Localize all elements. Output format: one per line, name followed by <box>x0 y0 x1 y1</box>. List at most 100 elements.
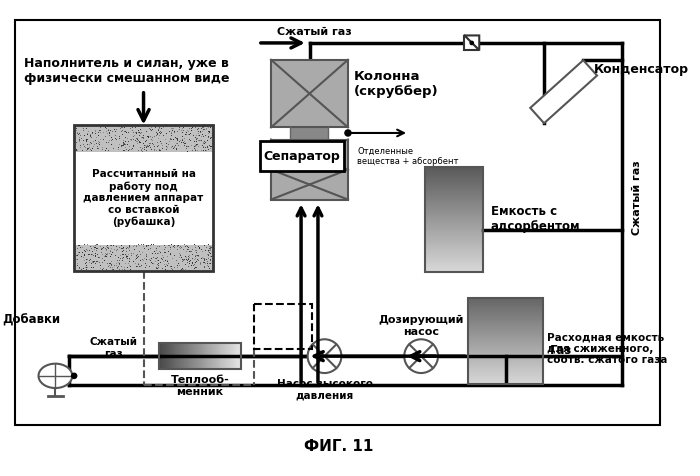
Bar <box>425 234 483 235</box>
Bar <box>468 298 543 384</box>
Bar <box>188 343 190 369</box>
Bar <box>228 343 229 369</box>
Bar <box>468 364 543 365</box>
Bar <box>468 303 543 304</box>
Bar <box>425 218 483 219</box>
Bar <box>468 365 543 366</box>
Circle shape <box>470 40 474 45</box>
Bar <box>199 343 200 369</box>
Bar <box>425 207 483 208</box>
Bar <box>231 343 232 369</box>
Bar <box>468 382 543 384</box>
Bar <box>425 260 483 261</box>
Bar <box>468 300 543 301</box>
Bar <box>468 326 543 327</box>
Bar <box>425 191 483 192</box>
Bar <box>468 336 543 337</box>
Text: Дозирующий
насос: Дозирующий насос <box>379 315 464 337</box>
Bar <box>468 311 543 312</box>
Bar <box>468 309 543 310</box>
Polygon shape <box>464 35 480 50</box>
Bar <box>468 305 543 306</box>
Bar <box>468 319 543 321</box>
Bar <box>425 186 483 187</box>
Bar <box>425 253 483 254</box>
Bar <box>425 244 483 245</box>
Bar <box>468 330 543 331</box>
Bar <box>425 233 483 234</box>
Bar <box>165 343 166 369</box>
Bar <box>425 237 483 238</box>
Bar <box>168 343 169 369</box>
Bar <box>425 258 483 259</box>
Bar <box>206 343 207 369</box>
Text: Насос высокого
давления: Насос высокого давления <box>276 379 372 401</box>
Bar <box>234 343 235 369</box>
Bar <box>468 367 543 368</box>
Bar <box>468 314 543 315</box>
Bar <box>425 225 483 226</box>
Bar <box>425 176 483 177</box>
Bar <box>468 356 543 357</box>
Bar <box>468 348 543 349</box>
Bar <box>211 343 212 369</box>
Bar <box>425 173 483 174</box>
Text: Теплооб-
менник: Теплооб- менник <box>170 376 229 397</box>
Bar <box>194 343 195 369</box>
Bar <box>468 366 543 367</box>
Bar <box>425 265 483 266</box>
Bar <box>235 343 237 369</box>
Bar <box>181 343 182 369</box>
Bar <box>162 343 163 369</box>
Bar <box>468 347 543 348</box>
Bar <box>468 313 543 314</box>
Bar <box>468 345 543 346</box>
Bar <box>468 379 543 380</box>
Bar <box>425 206 483 207</box>
Bar <box>190 343 192 369</box>
Bar <box>166 343 167 369</box>
Circle shape <box>307 339 342 373</box>
Bar <box>158 343 241 369</box>
Bar <box>468 372 543 373</box>
Bar <box>425 271 483 272</box>
Bar <box>216 343 217 369</box>
Bar <box>214 343 215 369</box>
Circle shape <box>404 339 438 373</box>
Bar <box>425 211 483 212</box>
Bar <box>425 192 483 193</box>
Bar <box>425 221 483 222</box>
Bar <box>468 302 543 303</box>
Bar <box>468 370 543 371</box>
Bar <box>425 202 483 203</box>
Bar <box>158 343 160 369</box>
Bar <box>239 343 240 369</box>
Bar <box>238 343 239 369</box>
Bar <box>193 343 195 369</box>
Bar <box>425 169 483 170</box>
Bar <box>425 203 483 204</box>
Bar <box>178 343 179 369</box>
Bar <box>468 323 543 324</box>
Bar <box>271 169 348 199</box>
Bar <box>198 343 199 369</box>
Bar <box>425 198 483 199</box>
Bar <box>468 322 543 323</box>
Bar <box>207 343 209 369</box>
Bar <box>218 343 220 369</box>
Polygon shape <box>531 60 597 123</box>
Bar <box>170 343 171 369</box>
Text: Добавки: Добавки <box>2 313 60 326</box>
Bar <box>468 362 543 363</box>
Bar <box>425 215 483 216</box>
Bar <box>208 343 209 369</box>
Text: Сжатый газ: Сжатый газ <box>632 160 642 235</box>
Bar <box>174 343 176 369</box>
Bar <box>425 220 483 221</box>
Bar <box>468 377 543 378</box>
Bar <box>180 343 181 369</box>
Bar <box>425 183 483 184</box>
Bar <box>425 236 483 237</box>
Bar <box>468 328 543 329</box>
Bar <box>468 332 543 333</box>
